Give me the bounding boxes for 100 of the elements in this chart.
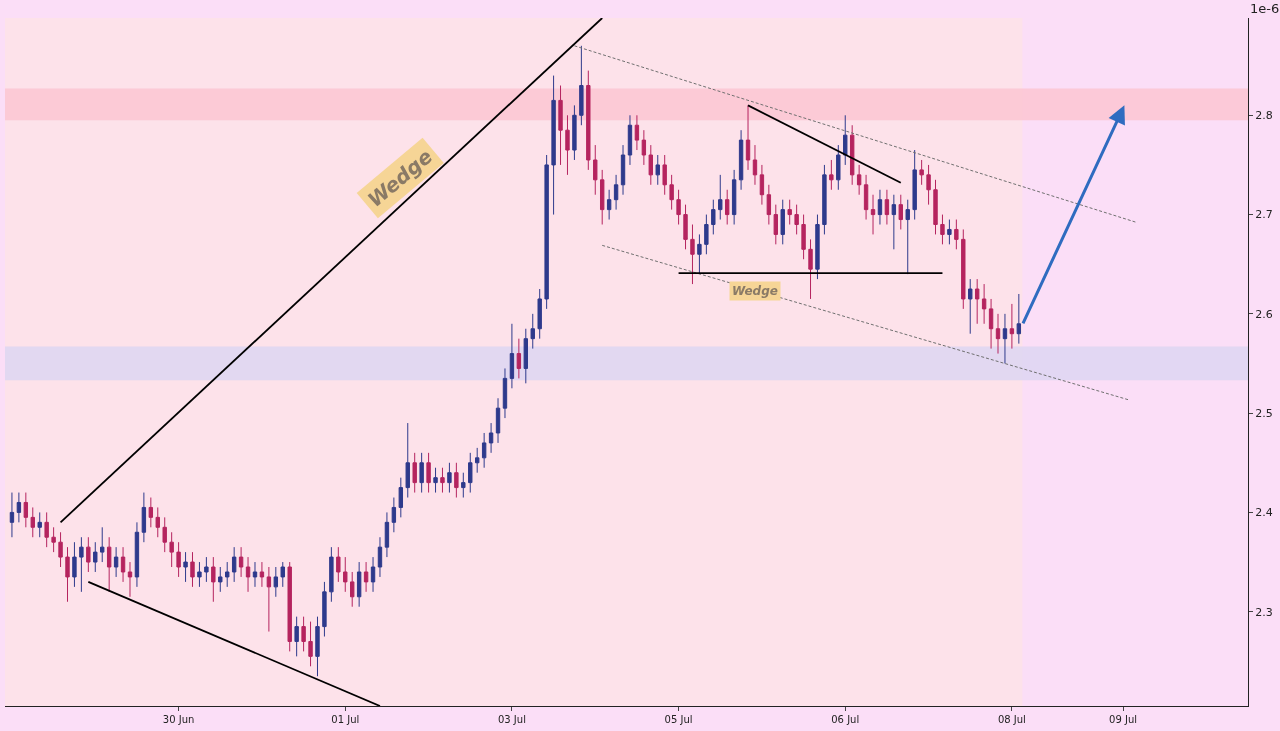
candlestick — [891, 194, 897, 250]
candlestick — [919, 159, 924, 186]
candlestick — [343, 556, 348, 593]
candlestick — [599, 169, 605, 225]
candlestick — [849, 124, 855, 186]
candlestick — [738, 129, 744, 191]
candlestick — [231, 546, 237, 583]
candlestick — [544, 154, 549, 310]
candlestick — [350, 571, 355, 608]
candlestick — [579, 45, 584, 126]
candlestick — [801, 214, 806, 260]
candlestick — [565, 114, 570, 176]
candlestick — [683, 204, 688, 250]
candlestick — [120, 546, 126, 583]
candlestick — [523, 328, 529, 384]
candlestick — [197, 561, 202, 588]
candlestick — [134, 521, 140, 588]
candlestick — [9, 492, 15, 538]
candlestick — [551, 75, 556, 216]
candlestick — [218, 566, 223, 593]
candlestick — [697, 233, 702, 275]
candlestick — [558, 85, 563, 166]
candlestick — [620, 144, 626, 196]
candlestick — [127, 561, 133, 598]
candlestick — [51, 526, 56, 553]
candlestick — [336, 546, 341, 583]
candlestick — [926, 164, 931, 206]
x-tick-label: 09 Jul — [1109, 714, 1137, 725]
candlestick — [30, 506, 35, 538]
candlestick — [190, 551, 195, 588]
candlestick — [773, 204, 778, 245]
candlestick — [1002, 313, 1008, 364]
candlestick — [648, 144, 654, 186]
candlestick — [815, 214, 820, 280]
candlestick — [405, 422, 410, 499]
candlestick — [870, 194, 876, 235]
candlestick — [488, 422, 494, 454]
candlestick — [863, 174, 869, 221]
candlestick — [356, 561, 362, 608]
candlestick — [537, 288, 542, 340]
candlestick — [836, 144, 841, 191]
candlestick — [468, 452, 473, 494]
candlestick — [509, 323, 515, 389]
candlestick — [398, 477, 404, 518]
candlestick — [655, 154, 660, 186]
candlestick — [988, 298, 994, 350]
y-tick-label: 2.8 — [1255, 109, 1273, 123]
candlestick — [315, 616, 320, 677]
candlestick — [266, 566, 272, 633]
candlestick — [113, 546, 119, 578]
candlestick — [947, 219, 952, 245]
x-tick-label: 01 Jul — [331, 714, 360, 725]
candlestick — [502, 367, 508, 419]
candlestick — [690, 224, 695, 285]
candlestick — [766, 184, 772, 225]
candlestick — [940, 214, 945, 245]
candlestick — [634, 114, 640, 151]
candlestick — [968, 278, 973, 335]
candlestick — [273, 566, 279, 598]
candlestick — [954, 219, 959, 250]
candlestick — [995, 313, 1001, 355]
y-tick-label: 2.4 — [1255, 506, 1273, 520]
candlestick — [79, 536, 84, 593]
candlestick — [884, 189, 890, 225]
candlestick — [808, 238, 813, 300]
candlestick — [308, 621, 313, 667]
candlestick — [912, 149, 917, 221]
candlestick — [447, 462, 452, 494]
candlestick — [718, 174, 723, 221]
candlestick — [475, 447, 480, 474]
candlestick — [23, 492, 29, 528]
y-tick-label: 2.6 — [1255, 307, 1273, 321]
candlestick — [183, 551, 188, 583]
candlestick — [593, 144, 598, 196]
candlestick — [627, 114, 633, 166]
candlestick — [877, 189, 883, 225]
candlestick — [794, 204, 799, 235]
candlestick — [412, 452, 417, 494]
candlestick — [572, 104, 577, 161]
candlestick — [745, 104, 751, 171]
candlestick — [822, 164, 827, 235]
y-tick-label: 2.3 — [1255, 605, 1273, 619]
annotation: Wedge — [732, 284, 778, 298]
x-tick-label: 03 Jul — [497, 714, 526, 725]
candlestick — [169, 531, 174, 568]
candlestick — [711, 199, 716, 235]
candlestick — [516, 338, 522, 379]
candlestick — [384, 511, 390, 558]
candlestick — [245, 556, 251, 593]
candlestick — [148, 497, 154, 528]
candlestick — [93, 541, 98, 573]
candlestick — [780, 199, 785, 245]
candlestick — [856, 164, 862, 196]
candlestick — [301, 616, 306, 652]
x-tick-label: 06 Jul — [831, 714, 860, 725]
candlestick — [363, 561, 369, 593]
candlestick — [981, 283, 987, 325]
x-tick-label: 05 Jul — [664, 714, 693, 725]
candlestick — [419, 452, 424, 494]
candlestick — [100, 526, 105, 563]
